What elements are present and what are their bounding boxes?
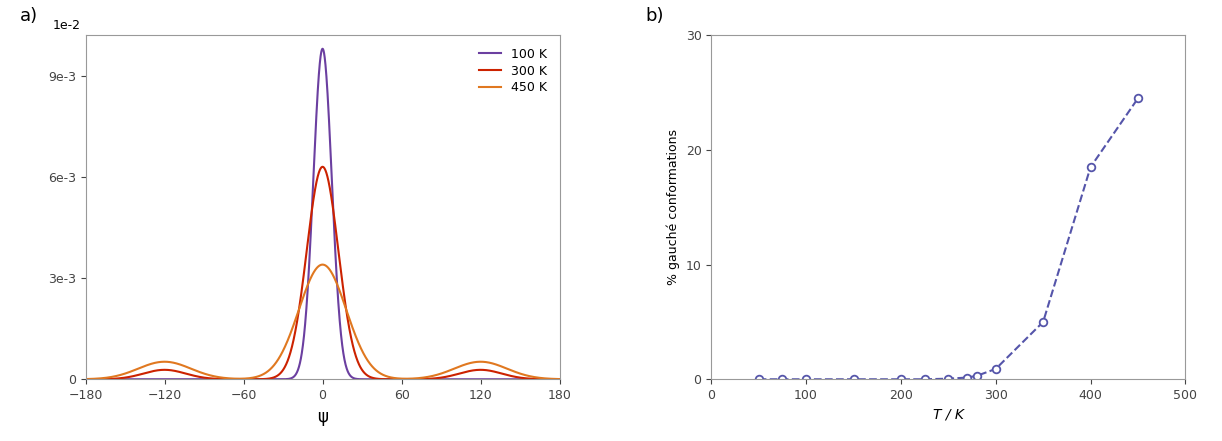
450 K	[78, 377, 93, 382]
300 K	[544, 377, 558, 382]
300 K	[132, 372, 147, 377]
300 K	[281, 357, 296, 363]
100 K	[78, 377, 93, 382]
450 K	[160, 359, 175, 365]
Line: 100 K: 100 K	[86, 49, 560, 379]
100 K	[281, 376, 296, 381]
450 K	[552, 377, 567, 382]
100 K	[260, 377, 275, 382]
300 K	[492, 370, 507, 376]
300 K	[552, 377, 567, 382]
450 K	[281, 337, 296, 343]
450 K	[492, 363, 507, 368]
450 K	[315, 262, 330, 267]
100 K	[543, 377, 557, 382]
Line: 450 K: 450 K	[86, 265, 560, 379]
Line: 300 K: 300 K	[86, 167, 560, 379]
X-axis label: T / K: T / K	[932, 407, 964, 422]
300 K	[160, 367, 175, 373]
100 K	[315, 46, 330, 52]
450 K	[132, 366, 147, 371]
300 K	[240, 377, 254, 382]
100 K	[492, 377, 507, 382]
450 K	[543, 376, 557, 381]
Legend: 100 K, 300 K, 450 K: 100 K, 300 K, 450 K	[473, 41, 554, 101]
Y-axis label: % gauché conformations: % gauché conformations	[667, 129, 681, 285]
450 K	[260, 369, 275, 374]
100 K	[552, 377, 567, 382]
300 K	[315, 164, 330, 169]
Text: b): b)	[645, 7, 664, 25]
100 K	[132, 377, 147, 382]
X-axis label: ψ: ψ	[316, 407, 327, 426]
300 K	[78, 377, 93, 382]
300 K	[260, 376, 275, 381]
Text: 1e-2: 1e-2	[53, 19, 81, 32]
Text: a): a)	[20, 7, 38, 25]
100 K	[160, 377, 175, 382]
